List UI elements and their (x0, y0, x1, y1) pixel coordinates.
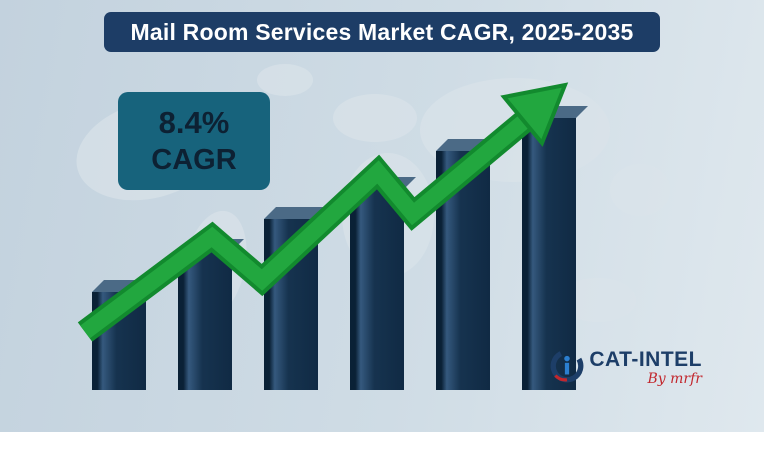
cagr-badge: 8.4% CAGR (118, 92, 270, 190)
logo-name: CAT-INTEL (589, 348, 702, 372)
cagr-label: CAGR (151, 144, 237, 177)
logo-byline: By mrfr (647, 371, 703, 388)
bar-front-face (178, 251, 232, 390)
title-banner: Mail Room Services Market CAGR, 2025-203… (104, 12, 660, 52)
brand-logo: CAT-INTEL By mrfr (549, 348, 702, 388)
bar-front-face (522, 118, 576, 390)
cagr-value: 8.4% (158, 104, 230, 140)
page-title: Mail Room Services Market CAGR, 2025-203… (130, 19, 634, 45)
bar-front-face (350, 189, 404, 390)
logo-c-icon (550, 349, 584, 383)
